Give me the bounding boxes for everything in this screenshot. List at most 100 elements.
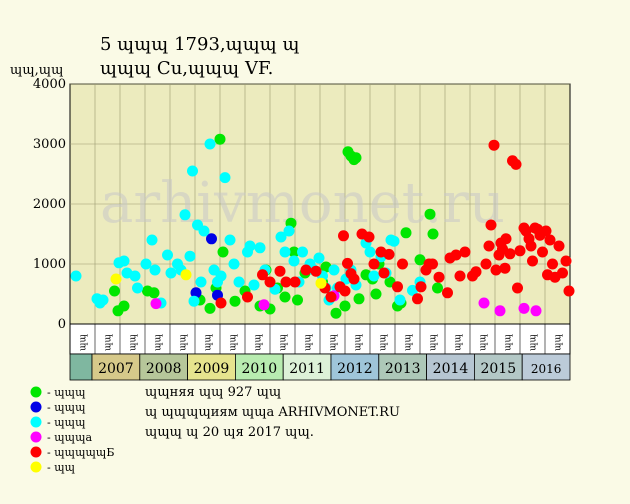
data-point [537,246,548,258]
chart-title-line1: 5 ɰɰɰ 1793,ɰɰɰ ɰ [100,34,300,55]
watermark: arhivmonet.ru [100,171,505,236]
data-point [378,267,390,279]
half-year-label: ɰɰ [129,333,139,351]
legend-label: - ɰɰ [47,461,76,474]
data-point [348,273,360,285]
y-tick-label: 1000 [33,257,66,272]
data-point [109,285,120,297]
legend-marker [30,401,42,413]
data-point [394,294,406,306]
data-point [530,305,542,317]
data-point [407,284,418,296]
legend-marker [30,461,42,473]
data-point [190,287,202,299]
data-point [459,246,471,258]
data-point [500,233,512,245]
data-point [118,300,130,312]
data-point [146,234,158,246]
half-year-label: ɰɰ [104,333,114,351]
data-point [368,270,380,282]
data-point [279,246,291,258]
data-point [470,266,482,278]
data-point [450,249,462,261]
data-point [188,295,200,307]
data-point [424,208,436,220]
data-points [70,133,575,319]
data-point [368,258,380,270]
data-point [483,240,495,252]
half-year-label: ɰɰ [179,333,189,351]
data-point [540,225,552,237]
data-point [415,281,427,293]
note-line-2: ɰ ɰɰɰɰиям ɰɰа ARHIVMONET.RU [145,405,400,420]
year-cell [187,353,236,381]
year-label: 2013 [385,361,421,377]
data-point [217,246,229,258]
data-point [118,255,130,267]
y-axis-unit-label: ɰɰ,ɰɰ [10,63,63,78]
data-point [480,258,492,270]
y-tick-label: 2000 [33,197,66,212]
year-label: 2016 [531,362,562,376]
legend-marker [30,446,42,458]
data-point [392,281,403,293]
chart-title-line2: ɰɰɰ Cu,ɰɰɰ VF. [100,58,273,79]
year-label: 2011 [289,361,325,377]
data-point [297,246,308,258]
data-point [427,258,438,270]
year-cell [426,353,475,381]
data-point [198,225,210,237]
data-point [557,267,568,279]
data-point [433,271,445,283]
data-point [288,255,300,267]
data-point [328,264,340,276]
data-point [257,269,268,281]
data-point [292,294,303,306]
data-point [229,295,241,307]
data-point [215,270,227,282]
data-point [485,219,497,231]
year-cell [330,353,380,381]
half-year-label: ɰɰ [354,333,364,351]
y-tick-label: 0 [58,317,66,332]
data-point [499,262,511,274]
year-cell [234,353,284,381]
y-tick-label: 3000 [33,137,66,152]
data-point [510,158,522,170]
year-cell [473,353,523,381]
data-point [383,248,395,260]
half-year-label: ɰɰ [554,333,564,351]
data-point [414,254,426,266]
year-cell [521,353,571,381]
year-cell [282,353,332,381]
legend-label: - ɰɰɰ [47,416,86,429]
y-tick-labels: 0 1000 2000 3000 4000 [33,77,66,332]
data-point [214,133,226,145]
data-point [179,209,191,221]
data-point [283,225,295,237]
note-line-1: ɰɰняя ɰɰ 927 ɰɰ [145,385,281,400]
data-point [512,282,523,294]
data-point [363,231,375,243]
legend-label: - ɰɰɰ [47,401,86,414]
note-line-3: ɰɰɰ ɰ 20 ɰя 2017 ɰɰ. [145,425,314,440]
data-point [339,300,351,312]
data-point [275,231,287,243]
data-point [350,152,362,164]
half-year-label: ɰɰ [454,333,464,351]
data-point [97,294,109,306]
legend-marker [30,431,42,443]
data-point [195,276,207,288]
data-point [274,265,286,277]
year-label: 2014 [433,361,469,377]
data-point [338,230,349,242]
data-point [315,277,327,289]
year-label: 2008 [146,361,182,377]
data-point [244,240,256,252]
data-point [264,276,276,288]
year-label: 2015 [480,361,516,377]
data-point [110,273,122,285]
legend-label: - ɰɰɰɰɰБ [47,446,114,459]
data-point [442,287,453,299]
